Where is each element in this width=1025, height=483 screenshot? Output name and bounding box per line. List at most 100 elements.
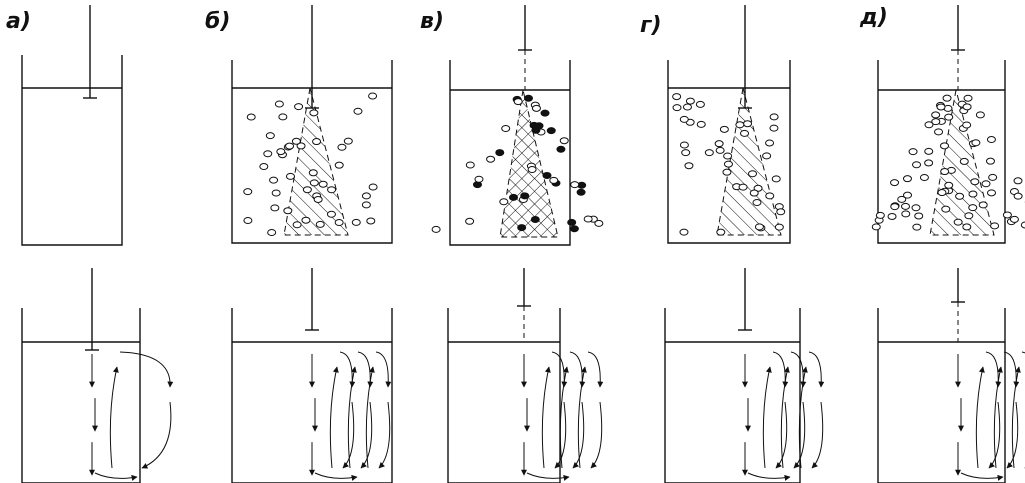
bubble <box>560 138 568 144</box>
bubble <box>335 219 343 225</box>
bubble <box>915 213 923 219</box>
flow-arrow <box>763 367 770 468</box>
flow-arrow <box>812 402 823 468</box>
bubble <box>724 153 732 159</box>
bubble <box>510 194 518 200</box>
bubble <box>963 224 971 230</box>
bubble <box>724 161 732 167</box>
bubble <box>310 110 318 116</box>
bubble <box>367 218 375 224</box>
bubble <box>956 193 964 199</box>
bubble <box>302 217 310 223</box>
bubble <box>715 141 723 147</box>
bubble <box>362 193 370 199</box>
flow-arrow <box>1004 352 1016 387</box>
bubble <box>292 138 300 144</box>
bubble <box>960 158 968 164</box>
bubble <box>362 202 370 208</box>
bubble <box>271 205 279 211</box>
bubble <box>942 206 950 212</box>
bubble <box>680 142 688 148</box>
bubble <box>964 95 972 101</box>
tank <box>878 308 1005 483</box>
bubble <box>680 229 688 235</box>
flow-arrow <box>570 352 582 387</box>
bubble <box>696 101 704 107</box>
bubble <box>327 211 335 217</box>
bubble <box>963 122 971 128</box>
bubble <box>680 116 688 122</box>
bubble <box>432 226 440 232</box>
bubble <box>309 170 317 176</box>
bubble <box>872 224 880 230</box>
bubble <box>1021 222 1025 228</box>
bubble <box>571 182 579 188</box>
bubble <box>909 149 917 155</box>
bubble <box>595 220 603 226</box>
bubble <box>550 177 558 183</box>
flow-arrow <box>315 473 357 478</box>
bubble <box>577 189 585 195</box>
bubble <box>941 169 949 175</box>
flow-arrow <box>748 473 790 478</box>
bubble <box>971 179 979 185</box>
flow-arrow <box>527 473 569 478</box>
bubble <box>755 224 763 230</box>
bubble <box>920 175 928 181</box>
bubble <box>736 122 744 128</box>
bubble <box>310 180 318 186</box>
bubble <box>244 218 252 224</box>
bubble <box>496 150 504 156</box>
bubble <box>935 129 943 135</box>
bubble <box>328 187 336 193</box>
bubble <box>969 205 977 211</box>
bubble <box>532 127 540 133</box>
flow-arrow <box>578 367 585 468</box>
bubble <box>264 151 272 157</box>
bubble <box>570 226 578 232</box>
bubble <box>557 146 565 152</box>
bubble <box>547 128 555 134</box>
bubble <box>902 203 910 209</box>
flow-arrow <box>358 352 370 387</box>
bubble <box>541 110 549 116</box>
bubble <box>1003 212 1011 218</box>
bubble <box>777 209 785 215</box>
bubble <box>913 224 921 230</box>
bubble <box>753 200 761 206</box>
bubble <box>716 147 724 153</box>
bubble <box>963 104 971 110</box>
bubble <box>913 162 921 168</box>
bubble <box>741 130 749 136</box>
panel-label: д) <box>859 5 888 30</box>
bubble <box>772 176 780 182</box>
flow-arrow <box>340 352 352 387</box>
bubble <box>266 133 274 139</box>
flow-arrow <box>773 352 785 387</box>
panel-label: а) <box>6 9 31 34</box>
flow-arrow <box>809 352 821 387</box>
panel-label: б) <box>205 9 230 34</box>
flow-arrow <box>120 352 170 387</box>
bubble <box>286 173 294 179</box>
bubble <box>982 181 990 187</box>
bubble <box>940 143 948 149</box>
bubble <box>277 149 285 155</box>
panel-label: г) <box>640 13 662 38</box>
bubble <box>989 174 997 180</box>
bubble <box>335 162 343 168</box>
bubble <box>352 219 360 225</box>
tank <box>22 308 140 483</box>
bubble <box>925 122 933 128</box>
bubble <box>770 125 778 131</box>
flow-arrow <box>588 352 600 387</box>
bubble <box>697 121 705 127</box>
bubble <box>720 126 728 132</box>
bubble <box>338 144 346 150</box>
bubble <box>514 99 522 105</box>
illustrations <box>22 5 1025 483</box>
bubble <box>705 150 713 156</box>
bubble <box>682 150 690 156</box>
bubble <box>739 184 747 190</box>
bubble <box>976 112 984 118</box>
